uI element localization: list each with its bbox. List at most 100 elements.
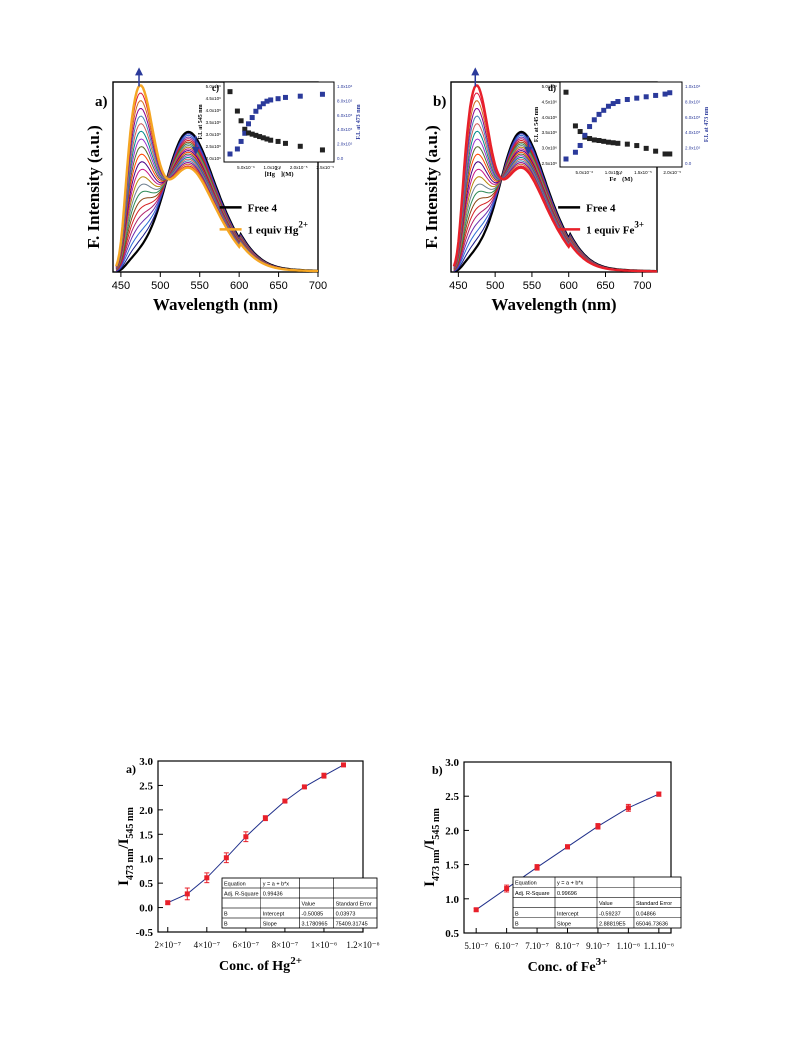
x-tick-label: 8.10⁻⁷ <box>556 941 580 951</box>
inset-right-tick: 0.0 <box>685 161 692 166</box>
inset-x-tick: 1.0x10⁻⁵ <box>605 170 623 175</box>
inset-point-545 <box>319 147 325 153</box>
inset-right-label: F.I. at 473 nm <box>704 107 710 142</box>
x-tick-label: 700 <box>633 280 651 292</box>
table-cell-text: 0.04866 <box>636 911 656 917</box>
table-cell-text: B <box>515 911 519 917</box>
table-cell-text: 75409.31745 <box>336 922 368 928</box>
inset-point-545 <box>577 129 583 135</box>
inset-point-545 <box>605 139 611 145</box>
y-axis-label: F. Intensity (a.u.) <box>422 125 441 249</box>
table-cell-text: Intercept <box>557 911 579 917</box>
inset-point-473 <box>596 111 602 117</box>
label-part: ](M) <box>281 171 294 178</box>
x-tick-label: 550 <box>523 280 541 292</box>
inset-right-tick: 1.0x10⁶ <box>337 84 353 89</box>
inset-point-473 <box>587 124 593 130</box>
inset-point-473 <box>264 98 270 104</box>
legend-label: Free 4 <box>248 202 278 214</box>
inset-point-545 <box>245 130 251 136</box>
inset-point-473 <box>268 97 274 103</box>
table-cell-text: 0.03973 <box>336 912 356 918</box>
inset-left-tick: 5.0x10⁶ <box>206 84 222 89</box>
data-point <box>340 762 346 768</box>
inset-point-473 <box>227 151 233 157</box>
inset-panel-label: d) <box>548 83 556 93</box>
inset-x-label: [Hg2+](M) <box>264 166 293 178</box>
data-point <box>282 798 288 804</box>
inset-point-473 <box>577 142 583 148</box>
inset-point-545 <box>662 151 668 157</box>
data-point <box>204 875 210 881</box>
inset-point-473 <box>245 121 251 127</box>
inset-point-545 <box>610 140 616 146</box>
y-tick-label: 2.0 <box>139 805 153 817</box>
data-point <box>301 784 307 790</box>
x-tick-label: 1.1.10⁻⁶ <box>644 941 674 951</box>
inset-point-473 <box>257 104 263 110</box>
label-part: Conc. of Fe <box>528 960 596 975</box>
y-tick-label: 0.5 <box>139 878 153 890</box>
table-cell-text: B <box>224 922 228 928</box>
table-cell <box>633 917 682 929</box>
table-cell-text: B <box>224 912 228 918</box>
inset-point-473 <box>634 95 640 101</box>
table-cell-text: 2.88819E5 <box>599 922 626 928</box>
y-label-part: I <box>116 880 132 886</box>
decrease-arrow-head <box>191 146 200 155</box>
x-tick-label: 6.10⁻⁷ <box>495 941 519 951</box>
label-superscript: 3+ <box>596 956 608 968</box>
inset-left-tick: 4.5x10⁶ <box>542 99 558 104</box>
inset-point-473 <box>297 93 303 99</box>
table-cell-text: 3.1780965 <box>302 922 328 928</box>
increase-arrow-head <box>471 67 480 76</box>
data-point <box>223 855 229 861</box>
inset-left-tick: 3.5x10⁶ <box>206 120 222 125</box>
x-tick-label: 500 <box>151 280 169 292</box>
y-label-part: 473 nm <box>431 849 442 881</box>
data-point <box>165 900 171 906</box>
x-tick-label: 1.10⁻⁶ <box>617 941 641 951</box>
inset-point-545 <box>260 135 266 141</box>
label-superscript: 2+ <box>290 955 302 967</box>
inset-right-tick: 6.0x10⁵ <box>337 113 353 118</box>
inset-point-545 <box>275 138 281 144</box>
inset-point-545 <box>268 137 274 143</box>
inset-point-473 <box>572 149 578 155</box>
panel-label: a) <box>95 94 108 110</box>
label-part: 1 equiv Hg <box>248 224 299 236</box>
x-tick-label: 600 <box>560 280 578 292</box>
inset-point-473 <box>234 146 240 152</box>
data-point <box>321 773 327 779</box>
x-axis-label: Conc. of Fe3+ <box>528 956 608 975</box>
inset-point-473 <box>563 156 569 162</box>
table-cell-text: Value <box>599 901 613 907</box>
inset-plot: 5.0x10⁶ 4.5x10⁶ 4.0x10⁶ 3.5x10⁶ 3.0x10⁶ 2.5x1… <box>198 81 362 178</box>
table-cell <box>333 917 378 929</box>
spectrum-curve <box>115 84 319 273</box>
y-label-part: /I <box>422 839 438 850</box>
inset-point-473 <box>667 90 673 96</box>
inset-point-473 <box>662 91 668 97</box>
data-point <box>595 823 601 829</box>
x-tick-label: 700 <box>309 280 327 292</box>
inset-point-545 <box>615 140 621 146</box>
calibration-panel-2: -0.5 0.0 0.5 1.0 1.5 2.0 2.5 3.0 2×10⁻⁷ 4×10⁻⁷ 6×1… <box>116 756 380 974</box>
legend-label: Free 4 <box>586 202 616 214</box>
x-tick-label: 9.10⁻⁷ <box>586 941 610 951</box>
inset-x-tick: 5.0x10⁻⁶ <box>237 165 255 170</box>
inset-point-473 <box>242 130 248 136</box>
x-tick-label: 2×10⁻⁷ <box>155 940 181 950</box>
inset-point-473 <box>319 91 325 97</box>
inset-point-473 <box>653 92 659 98</box>
y-label-part: 545 nm <box>431 808 442 840</box>
inset-left-label: F.I. at 545 nm <box>534 107 540 142</box>
table-cell-text: y = a + b*x <box>557 881 584 887</box>
table-cell-text: Equation <box>515 881 537 887</box>
x-tick-label: 450 <box>112 280 130 292</box>
decrease-arrow-head <box>524 146 533 155</box>
inset-left-tick: 2.0x10⁶ <box>206 156 222 161</box>
table-cell-text: Standard Error <box>636 901 672 907</box>
legend-label: 1 equiv Fe3+ <box>586 219 644 236</box>
y-tick-label: 3.0 <box>445 757 459 769</box>
